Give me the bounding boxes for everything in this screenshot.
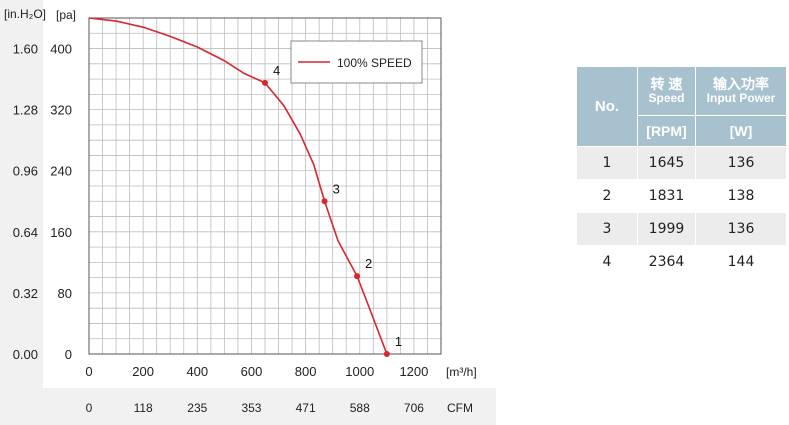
x-tick-label: 800 xyxy=(295,364,317,379)
row-power: 136 xyxy=(695,212,786,246)
header-speed-en: Speed xyxy=(648,91,685,105)
fan-curve-chart: 0020011840023560035380047110005881200706… xyxy=(4,7,477,415)
y-tick-label-inwg: 0.00 xyxy=(13,347,38,362)
row-no: 2 xyxy=(577,179,638,213)
speed-power-table: No. 转 速 Speed 输入功率 Input Power [RPM] [W]… xyxy=(577,67,786,279)
cfm-tick-label: 588 xyxy=(350,401,370,415)
data-point xyxy=(262,79,268,86)
cfm-tick-label: 235 xyxy=(187,401,207,415)
unit-power: [W] xyxy=(695,115,786,147)
data-point-label: 1 xyxy=(395,334,402,349)
y-tick-label-inwg: 1.60 xyxy=(13,42,38,57)
header-power: 输入功率 Input Power xyxy=(695,67,786,116)
plot-area-border xyxy=(88,17,442,355)
data-point xyxy=(321,198,328,205)
x-tick-label: 200 xyxy=(132,364,154,379)
row-power: 144 xyxy=(695,245,786,279)
data-point xyxy=(354,273,361,280)
data-point-label: 2 xyxy=(365,256,372,271)
data-point xyxy=(383,351,390,357)
x-tick-label: 1200 xyxy=(399,364,428,379)
chart-legend: 100% SPEED xyxy=(290,40,423,84)
series-line xyxy=(88,17,388,355)
table-row: 3 1999 136 xyxy=(577,212,786,246)
left-axis-band xyxy=(0,0,43,388)
cfm-tick-label: 118 xyxy=(134,401,153,415)
cfm-tick-label: 706 xyxy=(404,401,424,415)
row-speed: 1645 xyxy=(637,146,696,180)
y-tick-label-pa: 160 xyxy=(50,225,72,240)
header-speed-cn: 转 速 xyxy=(650,76,683,92)
y-tick-label-inwg: 0.64 xyxy=(13,225,38,240)
cfm-unit: CFM xyxy=(447,401,473,415)
data-point-label: 3 xyxy=(333,181,340,196)
header-power-en: Input Power xyxy=(706,91,776,105)
y-tick-label-pa: 80 xyxy=(58,286,72,301)
header-speed: 转 速 Speed xyxy=(637,67,696,116)
x-unit: [m³/h] xyxy=(446,365,477,379)
table-row: 2 1831 138 xyxy=(577,179,786,213)
y-tick-label-inwg: 0.96 xyxy=(13,164,38,179)
y-tick-label-inwg: 1.28 xyxy=(13,103,38,118)
row-speed: 2364 xyxy=(637,245,696,279)
cfm-axis-band xyxy=(0,388,496,425)
x-tick-label: 1000 xyxy=(345,364,374,379)
header-power-cn: 输入功率 xyxy=(713,76,769,92)
unit-speed: [RPM] xyxy=(637,115,696,147)
y-tick-label-inwg: 0.32 xyxy=(13,286,38,301)
row-speed: 1999 xyxy=(637,212,696,246)
row-power: 136 xyxy=(695,146,786,180)
table-row: 1 1645 136 xyxy=(577,146,786,180)
y-unit-left: [in.H₂O] xyxy=(4,7,46,21)
legend-label: 100% SPEED xyxy=(337,56,412,70)
cfm-tick-label: 0 xyxy=(86,401,93,415)
x-tick-label: 0 xyxy=(85,364,92,379)
chart-grid xyxy=(89,18,441,354)
y-unit-right: [pa] xyxy=(56,8,76,22)
y-tick-label-pa: 400 xyxy=(50,42,72,57)
series-group: 1 2 3 4 xyxy=(88,17,402,357)
y-tick-label-pa: 240 xyxy=(50,164,72,179)
x-tick-label: 600 xyxy=(241,364,263,379)
x-tick-label: 400 xyxy=(186,364,208,379)
row-no: 4 xyxy=(577,245,638,279)
y-tick-label-pa: 0 xyxy=(65,347,72,362)
cfm-tick-label: 471 xyxy=(296,401,316,415)
cfm-tick-label: 353 xyxy=(241,401,261,415)
row-no: 3 xyxy=(577,212,638,246)
header-no: No. xyxy=(577,67,638,147)
data-point-label: 4 xyxy=(273,63,280,78)
y-tick-label-pa: 320 xyxy=(50,103,72,118)
row-no: 1 xyxy=(577,146,638,180)
row-power: 138 xyxy=(695,179,786,213)
chart-axes: 0020011840023560035380047110005881200706… xyxy=(13,42,429,415)
row-speed: 1831 xyxy=(637,179,696,213)
table-row: 4 2364 144 xyxy=(577,245,786,279)
